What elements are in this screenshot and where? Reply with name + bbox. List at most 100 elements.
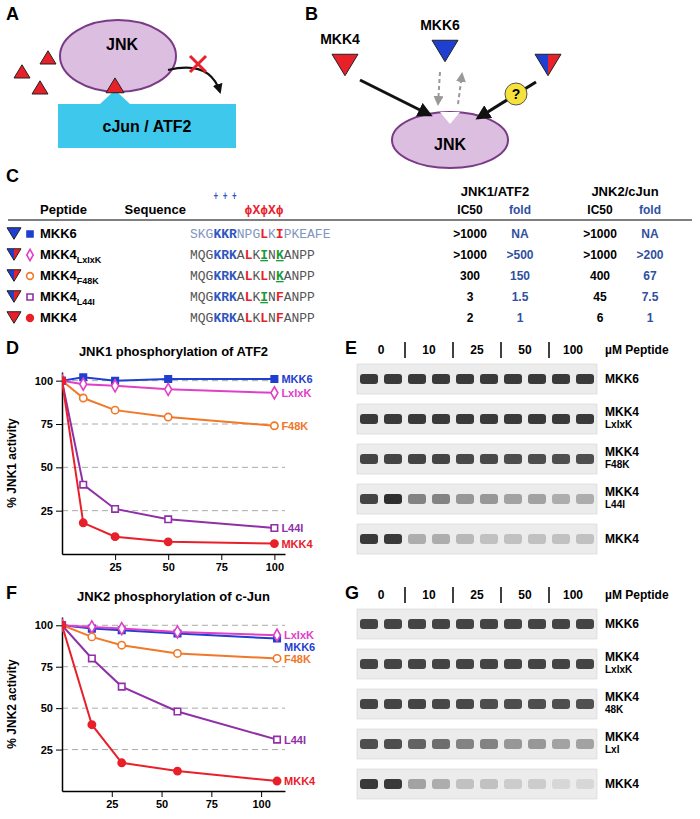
blot-band [576,454,594,464]
sequence-segment: A [237,269,245,284]
tick-mark [115,554,116,560]
grid-line [62,467,285,468]
tick-label: 50 [41,702,53,714]
series-marker [271,525,277,531]
series-marker [62,622,66,629]
series-label: MKK4 [281,538,313,550]
series-marker [165,383,172,395]
sequence-segment: KRK [213,290,237,305]
peptide-free [14,65,30,78]
blot-strip [357,729,597,759]
enzyme-label: JNK [106,36,138,53]
blot-band [384,454,402,464]
sequence-segment: NPG [237,227,260,242]
peptide-name: MKK6 [40,226,77,241]
blot-band [360,659,378,669]
lane-divider [500,587,502,603]
tick: 25 [41,505,62,517]
sequence-segment: L [245,290,253,305]
series-marker [80,519,87,526]
blot-band [456,534,474,544]
sequence-segment: N [268,248,276,263]
blot-band [528,699,546,709]
substrate-label: cJun / ATF2 [103,118,192,135]
series-marker [118,623,125,635]
activation-arrow [478,82,536,118]
series-marker [62,622,65,628]
blot-band [576,659,594,669]
series-line [62,381,274,544]
sub-header: fold [509,203,531,217]
x-axis: 255075100 [63,791,286,810]
sequence-segment: A [237,311,245,326]
sequence-segment: K [276,269,284,284]
lane-divider [452,342,454,358]
blot-band [504,739,522,749]
table-row: MKK4MQGKRKALKLNFANPP2161 [7,310,654,326]
tick-mark [211,791,212,797]
table-cell: >500 [506,248,533,262]
blot-band [360,739,378,749]
series-marker [271,422,278,429]
tick-label: 75 [41,661,53,673]
blot-band [456,414,474,424]
x-axis: 255075100 [63,554,286,573]
sequence-segment: KRK [213,269,237,284]
series-marker [271,376,277,382]
sequence-segment: K [252,248,260,263]
sequence-segment: K [252,269,260,284]
table-row: MKK6SKGKKRNPGLKIPKEAFE>1000NA>1000NA [7,226,659,242]
lane-label: 100 [563,343,583,357]
blot-band [576,414,594,424]
triangle-outline [7,291,21,303]
peptide-name: MKK4 [40,310,78,325]
series-label: MKK6 [281,373,312,385]
table-cell: >200 [636,248,663,262]
unit-label: µM Peptide [605,343,669,357]
blot-panel: G0102550100µM PeptideMKK6MKK4LxIxKMKK448… [345,583,669,799]
blot-band [360,619,378,629]
series-label: LxIxK [281,387,311,399]
blot-band [480,779,498,789]
triangle-outline [106,78,124,93]
series-marker [274,736,280,742]
enzyme-label: JNK [434,136,466,153]
tick-mark [162,791,163,797]
blot-band [384,779,402,789]
tick: 25 [109,554,121,573]
sequence-segment: SKG [190,227,213,242]
tick-mark [56,381,62,382]
tick-label: 50 [163,561,175,573]
row-label: MKK4 [605,532,639,546]
lane-label: 25 [470,343,484,357]
blot-band [552,534,570,544]
peptide-bound [106,78,124,93]
tick: 25 [106,791,118,810]
series-marker [174,650,181,657]
table-cell: 2 [467,311,474,325]
tick-mark [56,511,62,512]
series-label: L44I [284,734,306,746]
y-axis: 255075100 [35,618,63,792]
chart-title: JNK2 phosphorylation of c-Jun [77,589,270,604]
blot-band [360,779,378,789]
lane-divider [500,342,502,358]
table-cell: 45 [593,290,607,304]
grid [62,625,285,749]
axis-line [63,791,286,793]
row-label: MKK4 [605,445,639,459]
jnk-ellipse [60,20,176,92]
row-marker [27,231,33,237]
tick-label: 75 [216,561,228,573]
peptide-name: MKK4LxIxK [40,247,102,265]
triangle-outline [7,249,21,261]
lane-divider [548,342,550,358]
series-marker [80,378,87,390]
blot-band [480,659,498,669]
tick-mark [56,625,62,626]
table-cell: 1.5 [512,290,529,304]
blot-band [576,739,594,749]
row-label: MKK4 [605,405,639,419]
blot-strip [357,649,597,679]
table-cell: 400 [590,269,610,283]
